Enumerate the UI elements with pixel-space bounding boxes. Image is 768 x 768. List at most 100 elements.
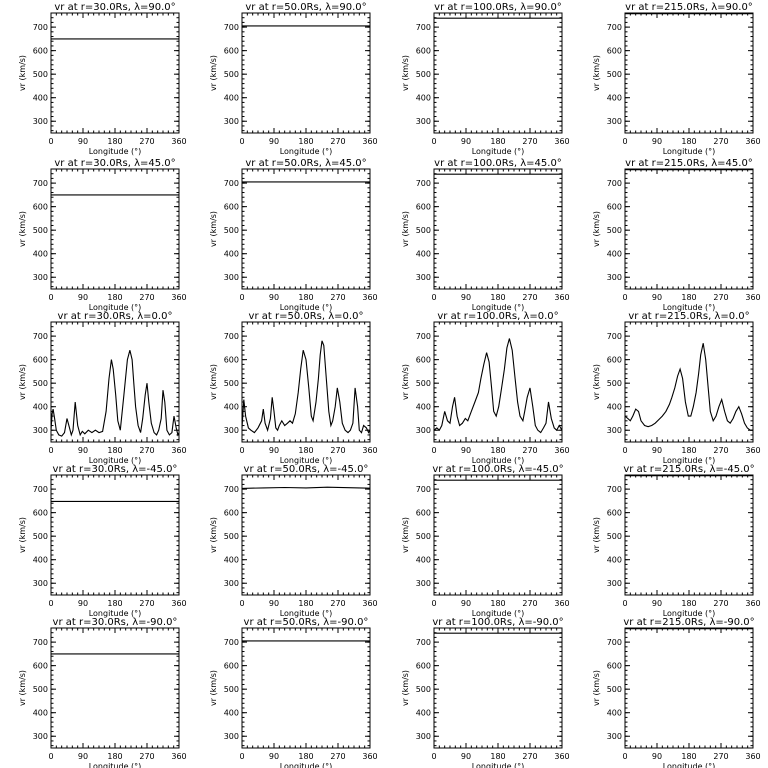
x-axis-label: Longitude (°) — [89, 609, 142, 618]
x-axis-label: Longitude (°) — [472, 762, 525, 768]
y-tick-label: 700 — [224, 332, 239, 341]
x-tick-label: 270 — [139, 599, 154, 608]
x-axis-label: Longitude (°) — [89, 147, 142, 156]
y-tick-label: 300 — [224, 273, 239, 282]
y-axis-label: vr (km/s) — [592, 211, 601, 247]
x-axis-label: Longitude (°) — [280, 147, 333, 156]
y-tick-label: 500 — [416, 70, 431, 79]
x-axis-label: Longitude (°) — [89, 456, 142, 465]
y-tick-label: 300 — [416, 426, 431, 435]
x-tick-label: 90 — [269, 599, 279, 608]
y-tick-label: 600 — [33, 509, 48, 518]
y-axis-label: vr (km/s) — [592, 670, 601, 706]
y-tick-label: 400 — [416, 94, 431, 103]
x-tick-label: 360 — [171, 446, 186, 455]
y-tick-label: 400 — [607, 403, 622, 412]
y-tick-label: 400 — [607, 94, 622, 103]
y-tick-label: 600 — [224, 509, 239, 518]
x-tick-label: 90 — [461, 446, 471, 455]
y-tick-label: 300 — [33, 732, 48, 741]
x-axis-label: Longitude (°) — [472, 147, 525, 156]
x-axis-label: Longitude (°) — [472, 456, 525, 465]
y-tick-label: 300 — [416, 579, 431, 588]
x-tick-label: 180 — [681, 137, 696, 146]
x-tick-label: 180 — [681, 752, 696, 761]
x-tick-label: 0 — [622, 599, 627, 608]
x-tick-label: 180 — [298, 752, 313, 761]
y-tick-label: 400 — [607, 250, 622, 259]
x-tick-label: 180 — [107, 599, 122, 608]
subplot-0-3: 0 90 180 270 360 300 400 500 600 700 vr at r=215.0… — [592, 2, 761, 156]
subplot-title: vr at r=215.0Rs, λ=0.0° — [628, 311, 749, 322]
x-tick-label: 0 — [239, 446, 244, 455]
y-tick-label: 400 — [33, 556, 48, 565]
y-tick-label: 700 — [224, 485, 239, 494]
y-tick-label: 300 — [607, 117, 622, 126]
y-tick-label: 700 — [416, 485, 431, 494]
x-tick-label: 270 — [713, 137, 728, 146]
y-tick-label: 600 — [607, 47, 622, 56]
x-tick-label: 270 — [330, 446, 345, 455]
x-axis-label: Longitude (°) — [89, 303, 142, 312]
y-tick-label: 700 — [416, 179, 431, 188]
y-tick-label: 600 — [224, 662, 239, 671]
x-tick-label: 270 — [522, 137, 537, 146]
x-tick-label: 90 — [461, 293, 471, 302]
x-tick-label: 90 — [652, 446, 662, 455]
y-tick-label: 400 — [607, 556, 622, 565]
y-tick-label: 400 — [33, 403, 48, 412]
x-tick-label: 90 — [461, 752, 471, 761]
x-tick-label: 360 — [362, 599, 377, 608]
x-tick-label: 180 — [107, 752, 122, 761]
y-tick-label: 400 — [416, 556, 431, 565]
subplot-title: vr at r=100.0Rs, λ=90.0° — [434, 2, 562, 13]
subplot-2-1: 0 90 180 270 360 300 400 500 600 700 vr at r=50.0R… — [209, 311, 378, 465]
x-tick-label: 270 — [713, 446, 728, 455]
y-axis-label: vr (km/s) — [18, 364, 27, 400]
plot-frame — [433, 474, 563, 596]
x-tick-label: 360 — [171, 599, 186, 608]
subplot-title: vr at r=30.0Rs, λ=45.0° — [54, 158, 175, 169]
y-tick-label: 300 — [416, 117, 431, 126]
x-axis-label: Longitude (°) — [280, 303, 333, 312]
series-line — [241, 486, 371, 489]
plot-frame — [624, 12, 754, 134]
x-tick-label: 270 — [139, 293, 154, 302]
y-tick-label: 300 — [416, 273, 431, 282]
subplot-title: vr at r=50.0Rs, λ=90.0° — [245, 2, 366, 13]
x-tick-label: 360 — [745, 752, 760, 761]
x-tick-label: 180 — [681, 599, 696, 608]
y-tick-label: 700 — [33, 485, 48, 494]
x-tick-label: 90 — [78, 137, 88, 146]
x-tick-label: 0 — [239, 752, 244, 761]
y-tick-label: 700 — [607, 23, 622, 32]
x-tick-label: 270 — [522, 446, 537, 455]
subplot-title: vr at r=30.0Rs, λ=0.0° — [58, 311, 173, 322]
subplot-4-2: 0 90 180 270 360 300 400 500 600 700 vr at r=100.0… — [401, 617, 570, 768]
x-tick-label: 360 — [745, 599, 760, 608]
subplot-0-1: 0 90 180 270 360 300 400 500 600 700 vr at r=50.0R… — [209, 2, 378, 156]
y-tick-label: 700 — [416, 332, 431, 341]
subplot-title: vr at r=100.0Rs, λ=-45.0° — [432, 464, 563, 475]
y-tick-label: 500 — [224, 379, 239, 388]
x-tick-label: 0 — [622, 446, 627, 455]
x-tick-label: 180 — [107, 137, 122, 146]
y-tick-label: 700 — [607, 179, 622, 188]
x-tick-label: 0 — [48, 293, 53, 302]
plot-frame — [433, 627, 563, 749]
x-tick-label: 360 — [362, 752, 377, 761]
plot-frame — [50, 627, 180, 749]
y-tick-label: 500 — [607, 532, 622, 541]
x-axis-label: Longitude (°) — [472, 303, 525, 312]
y-tick-label: 700 — [33, 179, 48, 188]
y-axis-label: vr (km/s) — [401, 670, 410, 706]
x-tick-label: 90 — [652, 752, 662, 761]
y-tick-label: 400 — [33, 250, 48, 259]
x-tick-label: 270 — [139, 137, 154, 146]
x-tick-label: 360 — [362, 293, 377, 302]
x-tick-label: 180 — [490, 752, 505, 761]
y-tick-label: 600 — [224, 203, 239, 212]
subplot-1-2: 0 90 180 270 360 300 400 500 600 700 vr at r=100.0… — [401, 158, 570, 312]
y-tick-label: 500 — [416, 532, 431, 541]
y-tick-label: 600 — [416, 203, 431, 212]
